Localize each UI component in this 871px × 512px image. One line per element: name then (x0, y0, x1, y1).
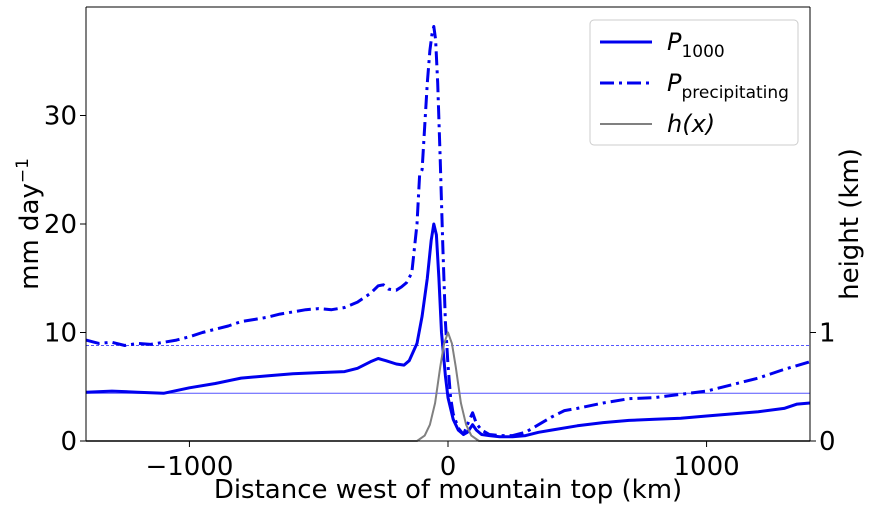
legend-entry-pprecipitating: Pprecipitating (600, 69, 789, 103)
legend-entry-hx: h(x) (600, 110, 715, 138)
x-tick-label-2: 1000 (673, 452, 739, 482)
series-lines (85, 25, 811, 442)
legend: P1000 Pprecipitating h(x) (589, 19, 799, 146)
legend-pprecipitating-subscript: precipitating (681, 83, 789, 103)
y-tick-label-3: 30 (44, 102, 77, 132)
legend-entry-p1000: P1000 (600, 28, 725, 62)
x-tick-label-1: 0 (440, 452, 457, 482)
y-tick-label-0: 0 (60, 427, 77, 457)
legend-pprecipitating-name: P (667, 69, 682, 97)
y-axis-label-text: mm day (15, 183, 45, 290)
y-right-tick-label-1: 1 (819, 319, 836, 349)
series-line-0 (85, 222, 811, 439)
y-right-tick-label-0: 0 (819, 427, 836, 457)
y-axis-right-label: height (km) (835, 148, 865, 300)
legend-label-pprecipitating: Pprecipitating (667, 69, 789, 103)
legend-label-hx: h(x) (667, 110, 715, 138)
legend-p1000-subscript: 1000 (681, 42, 724, 62)
legend-frame (589, 19, 799, 146)
y-axis-label-superscript: −1 (13, 158, 33, 183)
legend-p1000-name: P (667, 28, 682, 56)
series-line-2 (86, 331, 810, 442)
x-axis-label: Distance west of mountain top (km) (214, 475, 682, 505)
ticks: −1000 0 1000 0 10 20 30 0 1 (44, 102, 836, 483)
legend-label-p1000: P1000 (667, 28, 725, 62)
y-tick-label-2: 20 (44, 210, 77, 240)
y-axis-label: mm day−1 (13, 158, 45, 290)
y-tick-label-1: 10 (44, 319, 77, 349)
x-tick-label-0: −1000 (145, 452, 233, 482)
